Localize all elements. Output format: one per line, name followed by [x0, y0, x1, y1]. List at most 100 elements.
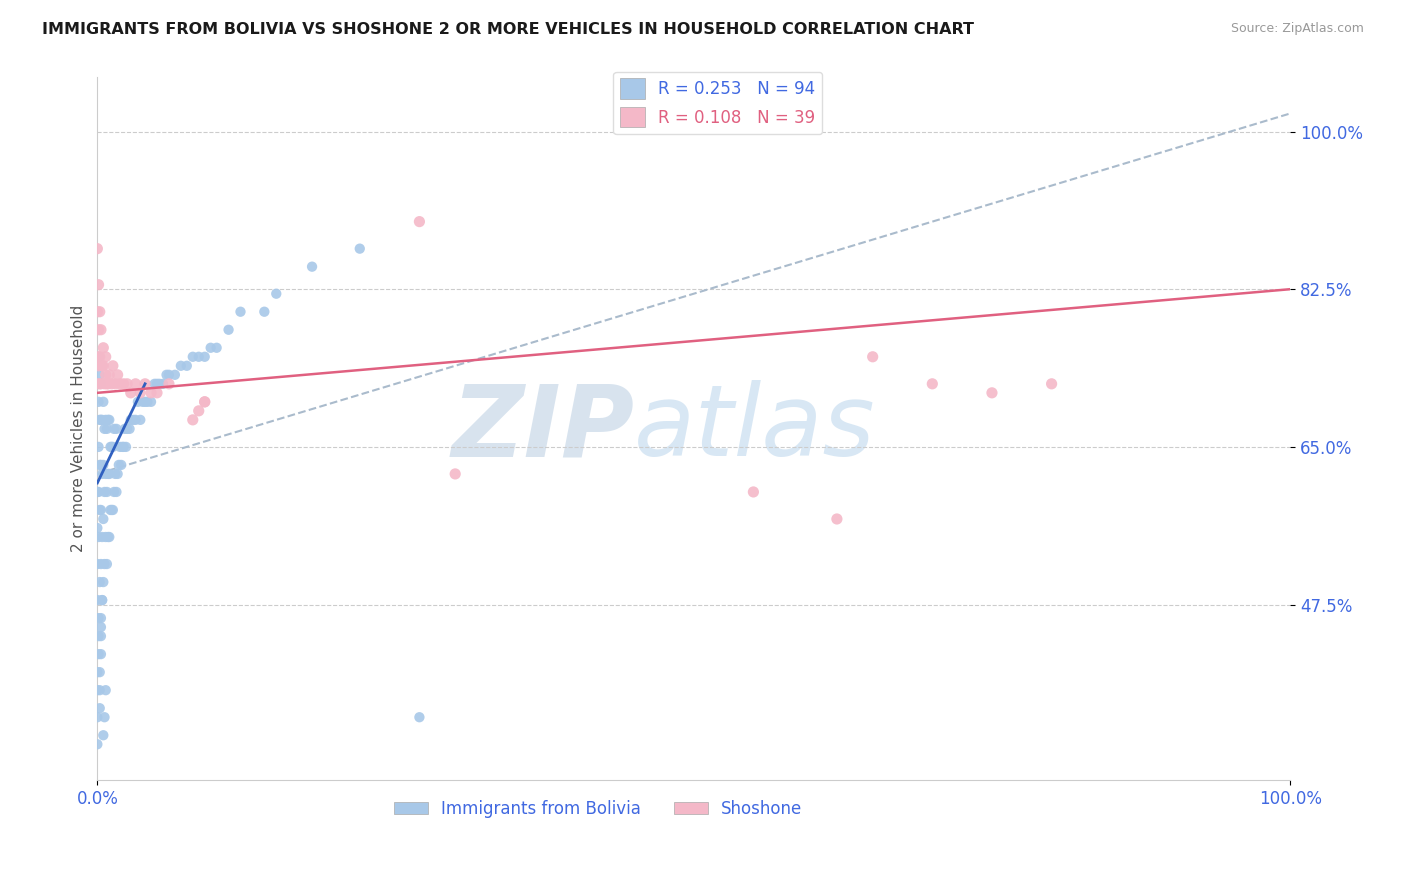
Point: [89, 458, 111, 472]
Point: [91, 467, 114, 481]
Point: [134, 376, 156, 391]
Point: [181, 413, 204, 427]
Point: [104, 467, 127, 481]
Point: [90, 557, 112, 571]
Point: [91, 530, 114, 544]
Point: [921, 376, 943, 391]
Point: [94, 683, 117, 698]
Point: [139, 394, 162, 409]
Point: [86, 521, 108, 535]
Point: [101, 440, 124, 454]
Point: [86, 350, 108, 364]
Point: [93, 422, 115, 436]
Point: [115, 440, 138, 454]
Point: [120, 413, 142, 427]
Point: [194, 394, 217, 409]
Point: [229, 304, 252, 318]
Point: [103, 422, 125, 436]
Point: [100, 503, 122, 517]
Point: [90, 611, 112, 625]
Point: [100, 440, 122, 454]
Point: [94, 530, 117, 544]
Point: [91, 359, 114, 373]
Point: [218, 323, 240, 337]
Text: atlas: atlas: [634, 380, 876, 477]
Point: [90, 647, 112, 661]
Point: [86, 304, 108, 318]
Point: [148, 376, 170, 391]
Point: [103, 485, 125, 500]
Point: [122, 413, 145, 427]
Point: [97, 530, 120, 544]
Point: [101, 503, 124, 517]
Point: [86, 242, 108, 256]
Point: [89, 575, 111, 590]
Point: [86, 376, 108, 391]
Point: [742, 485, 765, 500]
Point: [134, 394, 156, 409]
Point: [100, 503, 122, 517]
Point: [87, 647, 110, 661]
Point: [87, 394, 110, 409]
Point: [105, 422, 128, 436]
Point: [96, 376, 118, 391]
Point: [136, 394, 159, 409]
Text: Source: ZipAtlas.com: Source: ZipAtlas.com: [1230, 22, 1364, 36]
Point: [96, 422, 118, 436]
Point: [194, 394, 217, 409]
Legend: Immigrants from Bolivia, Shoshone: Immigrants from Bolivia, Shoshone: [388, 793, 808, 825]
Point: [86, 557, 108, 571]
Point: [118, 422, 141, 436]
Point: [105, 485, 128, 500]
Point: [139, 385, 162, 400]
Point: [110, 458, 132, 472]
Point: [108, 376, 131, 391]
Point: [96, 557, 118, 571]
Point: [114, 422, 136, 436]
Point: [91, 359, 114, 373]
Point: [87, 440, 110, 454]
Point: [91, 394, 114, 409]
Point: [124, 413, 146, 427]
Point: [91, 413, 114, 427]
Point: [120, 385, 142, 400]
Point: [163, 368, 186, 382]
Point: [170, 359, 193, 373]
Point: [90, 629, 112, 643]
Point: [129, 413, 152, 427]
Point: [112, 440, 135, 454]
Point: [87, 350, 110, 364]
Point: [981, 385, 1004, 400]
Point: [86, 683, 108, 698]
Point: [87, 530, 110, 544]
Point: [94, 350, 117, 364]
Point: [89, 701, 111, 715]
Point: [176, 359, 198, 373]
Point: [97, 413, 120, 427]
Point: [86, 485, 108, 500]
Point: [94, 467, 117, 481]
Point: [89, 665, 111, 680]
Point: [91, 593, 114, 607]
Point: [98, 467, 121, 481]
Point: [98, 413, 121, 427]
Point: [200, 341, 222, 355]
Text: IMMIGRANTS FROM BOLIVIA VS SHOSHONE 2 OR MORE VEHICLES IN HOUSEHOLD CORRELATION : IMMIGRANTS FROM BOLIVIA VS SHOSHONE 2 OR…: [42, 22, 974, 37]
Point: [89, 413, 111, 427]
Point: [89, 368, 111, 382]
Point: [90, 323, 112, 337]
Point: [108, 440, 131, 454]
Point: [253, 304, 276, 318]
Point: [89, 683, 111, 698]
Point: [1040, 376, 1063, 391]
Point: [87, 359, 110, 373]
Point: [146, 376, 169, 391]
Point: [152, 376, 174, 391]
Point: [107, 467, 129, 481]
Point: [91, 575, 114, 590]
Point: [89, 503, 111, 517]
Point: [91, 728, 114, 742]
Point: [86, 737, 108, 751]
Point: [101, 359, 124, 373]
Point: [187, 404, 209, 418]
